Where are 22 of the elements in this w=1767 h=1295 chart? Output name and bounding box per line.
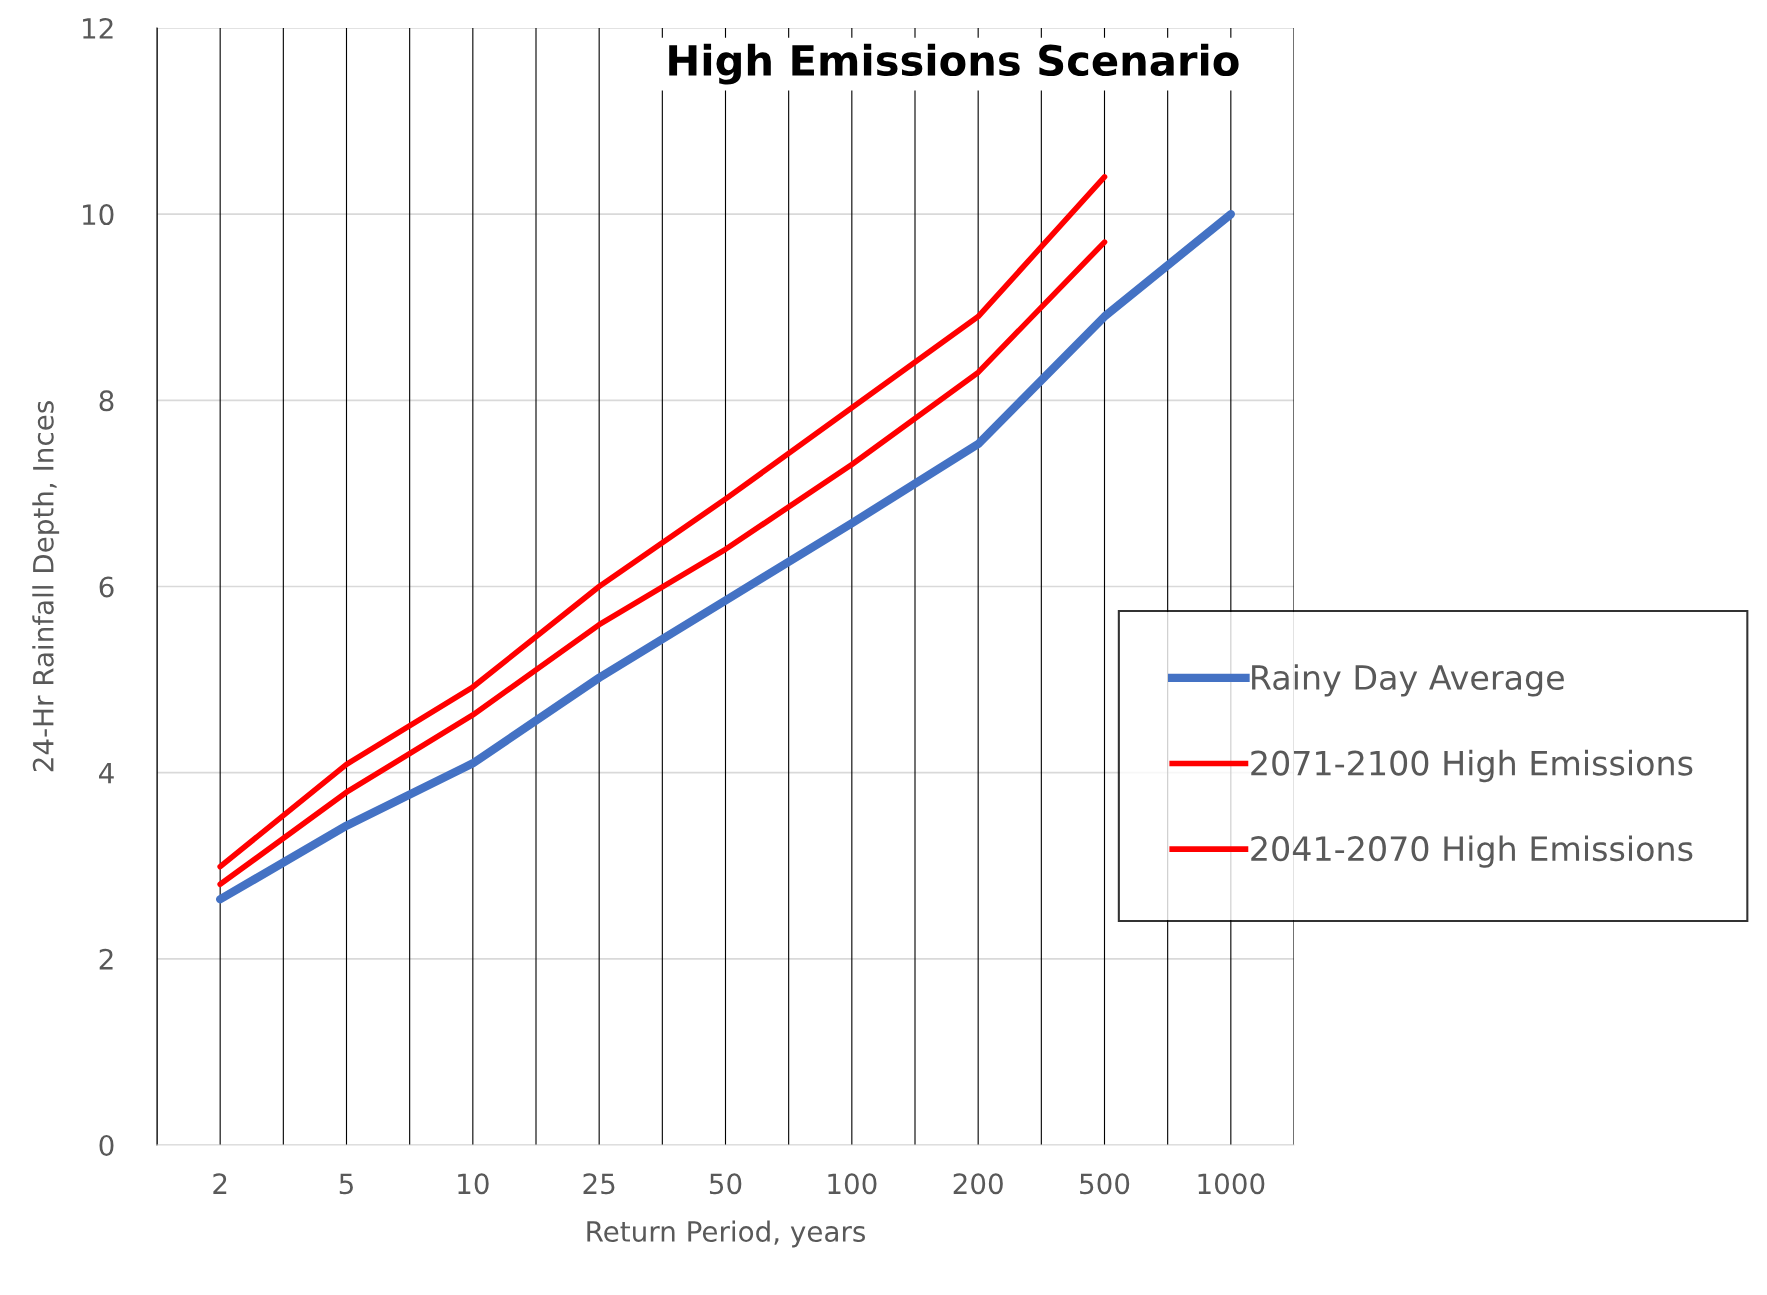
y-tick-label: 4 (99, 762, 114, 784)
chart-title: High Emissions Scenario (669, 43, 1239, 85)
y-tick-label: 10 (83, 204, 114, 226)
legend-label: 2041-2070 High Emissions (1251, 835, 1693, 868)
y-tick-label: 2 (99, 948, 113, 970)
x-axis-title: Return Period, years (587, 1220, 865, 1248)
x-tick-label: 1000 (1198, 1173, 1265, 1195)
x-tick-label: 5 (339, 1173, 353, 1195)
x-tick-label: 50 (709, 1173, 742, 1195)
x-tick-label: 500 (1080, 1173, 1130, 1195)
x-tick-label: 100 (828, 1173, 877, 1195)
x-tick-label: 25 (583, 1173, 615, 1195)
legend-label: 2071-2100 High Emissions (1251, 749, 1693, 783)
x-tick-label: 200 (953, 1173, 1003, 1195)
y-tick-label: 12 (83, 17, 113, 39)
y-axis-title: 24-Hr Rainfall Depth, Inces (32, 401, 60, 772)
legend-label: Rainy Day Average (1252, 664, 1564, 697)
x-tick-label: 2 (213, 1173, 227, 1194)
y-tick-label: 8 (99, 390, 114, 412)
y-tick-label: 6 (99, 576, 114, 598)
y-tick-label: 0 (99, 1134, 114, 1156)
x-tick-label: 10 (458, 1173, 489, 1195)
